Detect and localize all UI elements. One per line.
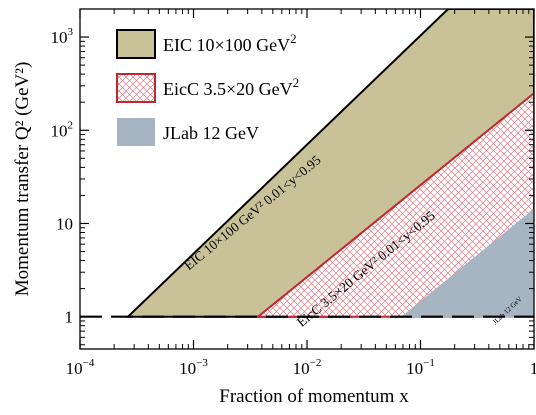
legend-label: EicC 3.5×20 GeV2 bbox=[163, 75, 299, 99]
legend-swatch bbox=[117, 118, 155, 146]
y-tick-label: 10 bbox=[56, 214, 73, 233]
y-axis-title: Momentum transfer Q² (GeV²) bbox=[12, 62, 33, 297]
y-tick-label: 103 bbox=[51, 26, 74, 47]
y-tick-label: 102 bbox=[51, 119, 74, 140]
legend-label: JLab 12 GeV bbox=[163, 123, 259, 143]
x-tick-label: 10−2 bbox=[293, 357, 322, 378]
legend-swatch bbox=[116, 29, 156, 59]
x-tick-label: 10−1 bbox=[406, 357, 435, 378]
x-axis-title: Fraction of momentum x bbox=[219, 386, 409, 407]
legend-swatch bbox=[116, 73, 156, 103]
x-tick-label: 1 bbox=[530, 359, 536, 378]
y-tick-label: 1 bbox=[65, 308, 74, 327]
x-tick-label: 10−4 bbox=[66, 357, 95, 378]
legend-entry-jlab: JLab 12 GeV bbox=[117, 118, 259, 146]
legend-label: EIC 10×100 GeV2 bbox=[163, 31, 297, 55]
legend-entry-eic: EIC 10×100 GeV2 bbox=[116, 29, 297, 59]
x-tick-label: 10−3 bbox=[179, 357, 208, 378]
legend-entry-eicc: EicC 3.5×20 GeV2 bbox=[116, 73, 299, 103]
jlab-region bbox=[400, 208, 534, 318]
